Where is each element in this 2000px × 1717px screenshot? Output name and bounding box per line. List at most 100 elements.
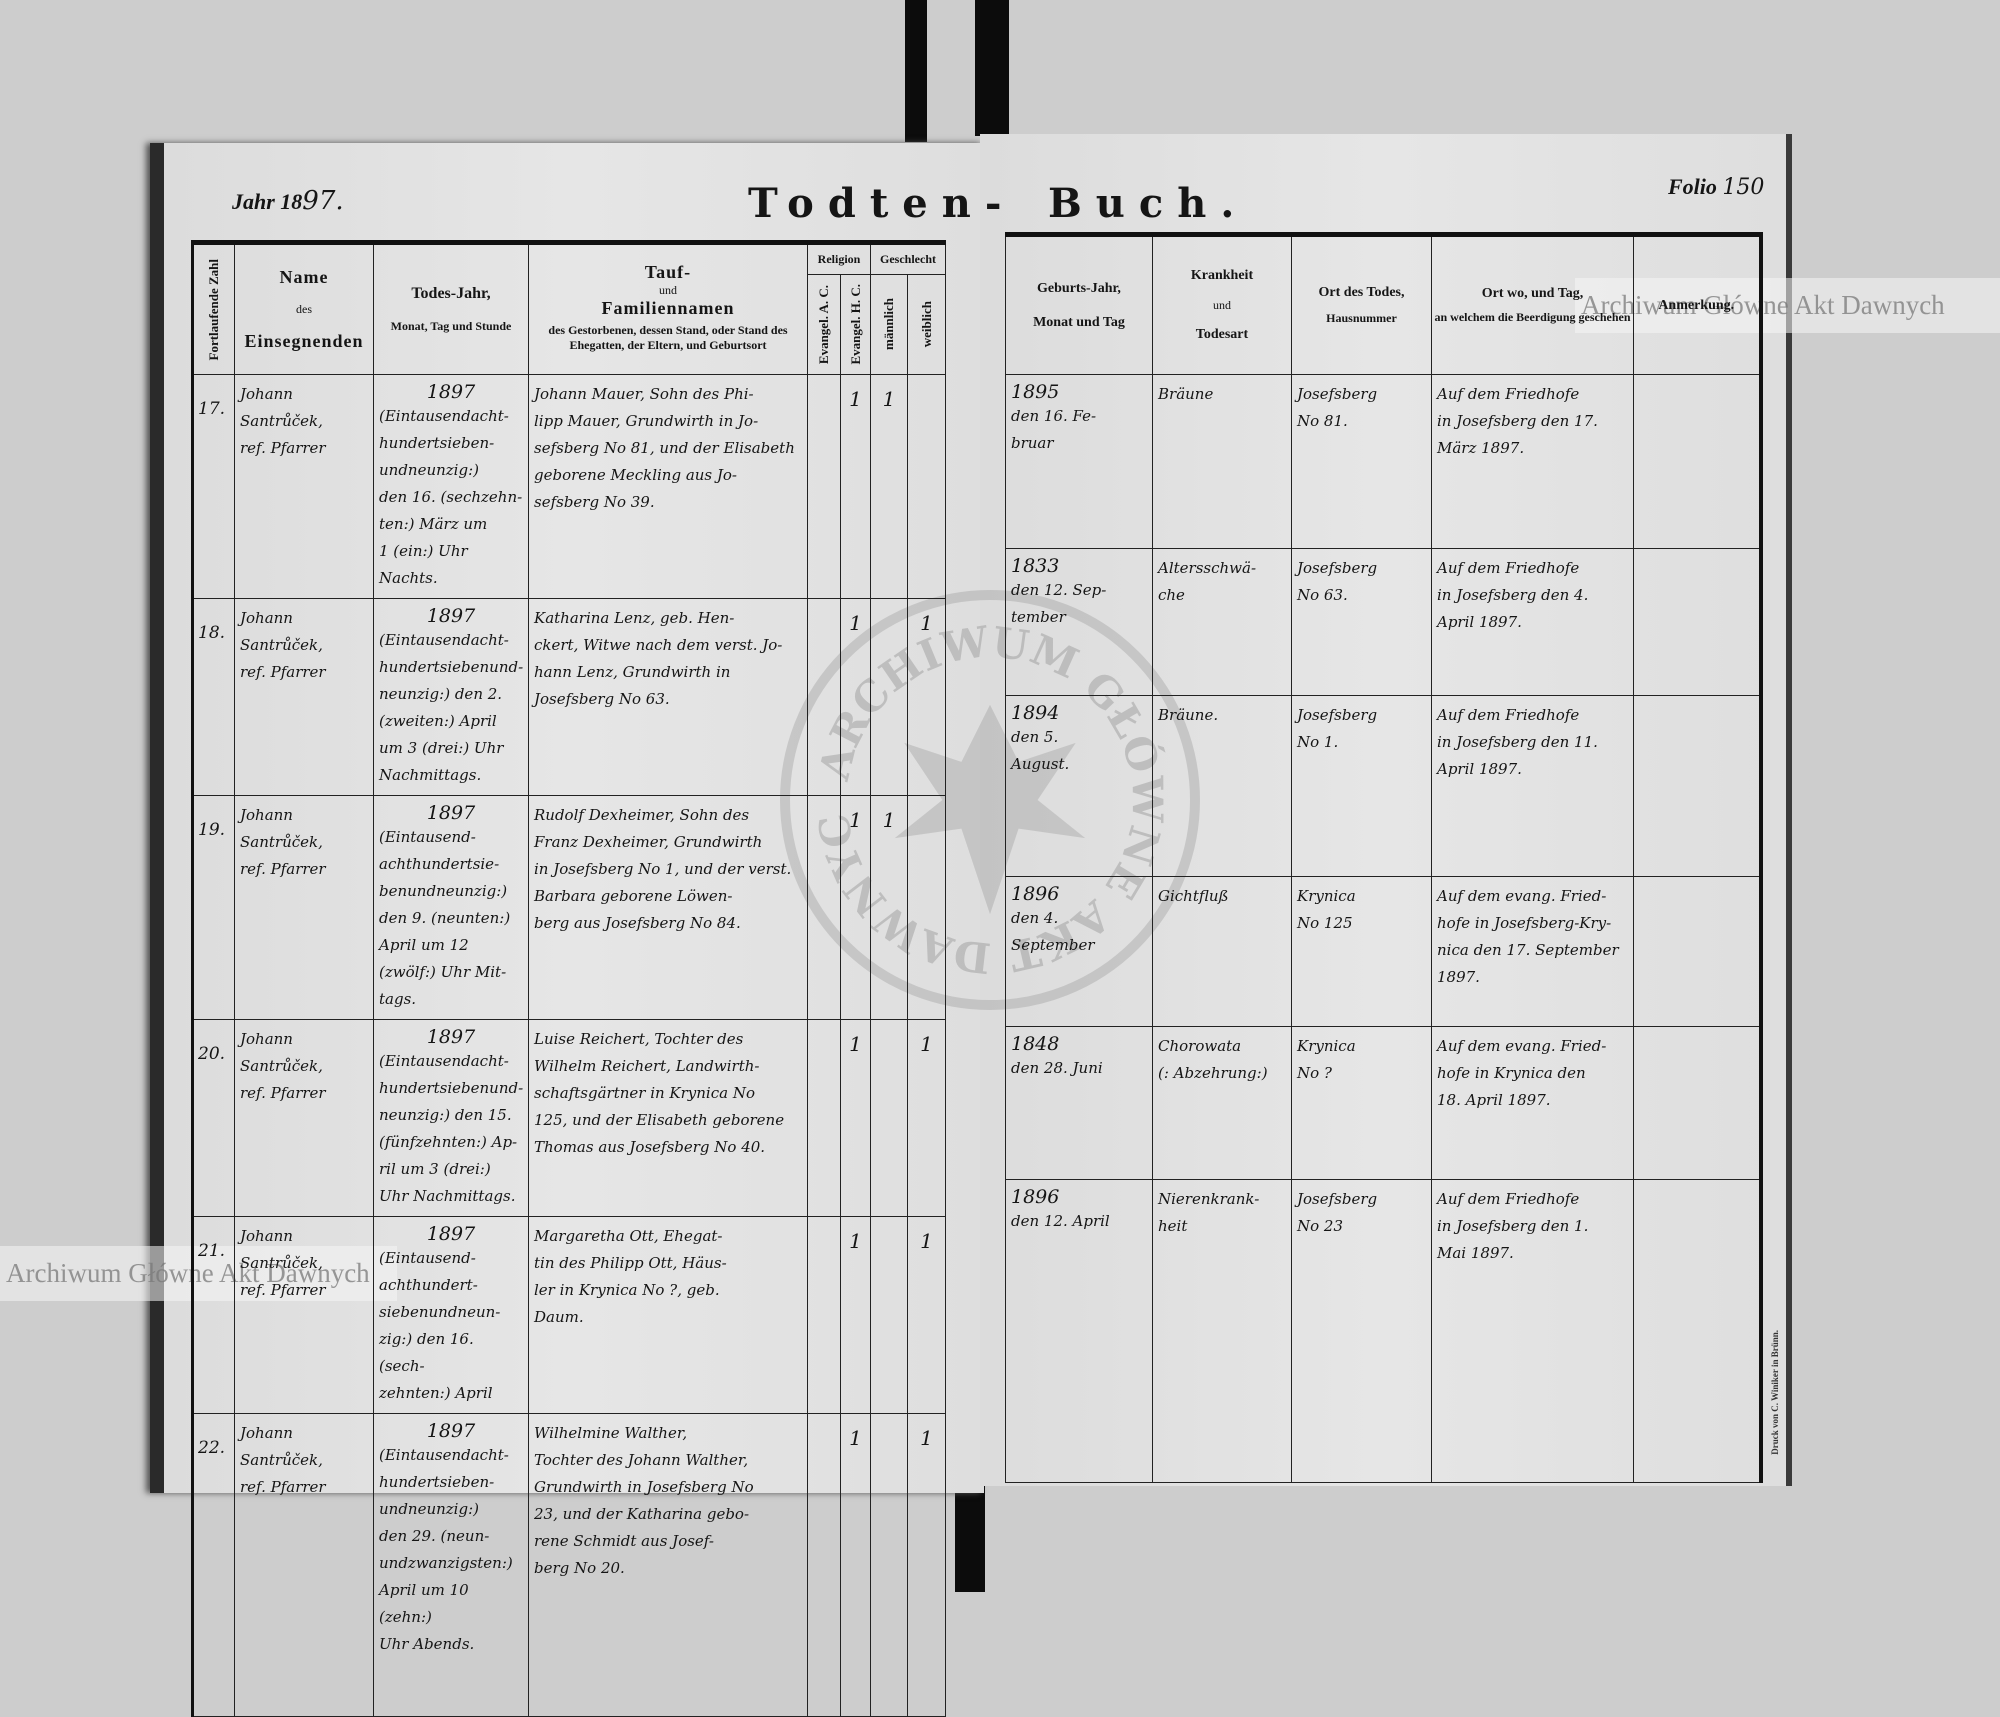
death-date-text: (Eintausend- achthundert- siebenundneun-…	[379, 1249, 501, 1402]
female-mark	[909, 376, 945, 388]
entry-illness: Altersschwä- che	[1152, 548, 1292, 696]
entry-officiant: Johann Santrůček, ref. Pfarrer	[234, 1413, 374, 1717]
entry-remark	[1633, 374, 1761, 549]
death-place-text: Krynica No 125	[1297, 887, 1356, 932]
death-year: 1897	[426, 1420, 476, 1442]
entry-religion-ac	[807, 598, 841, 796]
male-mark	[872, 600, 907, 612]
register-row: 19. Johann Santrůček, ref. Pfarrer 1897 (Ei…	[192, 795, 947, 1020]
birth-date-text: den 16. Fe- bruar	[1011, 407, 1097, 452]
entry-male: 1	[870, 795, 909, 1020]
col-illness: Krankheit und Todesart	[1152, 234, 1292, 375]
entry-female: 1	[907, 598, 947, 796]
religion-hc-mark: 1	[849, 808, 862, 832]
burial-text: Auf dem evang. Fried- hofe in Krynica de…	[1437, 1037, 1607, 1109]
entry-female	[907, 374, 947, 599]
female-mark: 1	[920, 1032, 933, 1056]
religion-hc-mark: 1	[849, 1032, 862, 1056]
entry-officiant: Johann Santrůček, ref. Pfarrer	[234, 598, 374, 796]
religion-ac-mark	[809, 1021, 840, 1033]
entry-religion-ac	[807, 1019, 841, 1217]
col-birth-date: Geburts-Jahr, Monat und Tag	[1005, 234, 1153, 375]
register-row: 1895 den 16. Fe- bruar Bräune Josefsberg No…	[1005, 374, 1761, 549]
entry-deceased-name: Wilhelmine Walther, Tochter des Johann W…	[528, 1413, 808, 1717]
entry-officiant: Johann Santrůček, ref. Pfarrer	[234, 374, 374, 599]
death-date-text: (Eintausend- achthundertsie- benundneunz…	[379, 828, 511, 1008]
book-spine-left	[905, 0, 927, 142]
entry-remark	[1633, 548, 1761, 696]
officiant-text: Johann Santrůček, ref. Pfarrer	[240, 1227, 326, 1299]
birth-year: 1896	[1011, 1186, 1060, 1208]
entry-deceased-name: Margaretha Ott, Ehegat- tin des Philipp …	[528, 1216, 808, 1414]
col-religion-ac: Evangel. A. C.	[807, 274, 841, 375]
register-title-left: Todten-	[748, 180, 1016, 227]
entry-deceased-name: Johann Mauer, Sohn des Phi- lipp Mauer, …	[528, 374, 808, 599]
register-row: 18. Johann Santrůček, ref. Pfarrer 1897 (Ei…	[192, 598, 947, 796]
entry-number-text: 22.	[198, 1438, 226, 1458]
burial-text: Auf dem Friedhofe in Josefsberg den 1. M…	[1437, 1190, 1589, 1262]
printer-imprint: Druck von C. Winiker in Brünn.	[1770, 1330, 1780, 1455]
col-number: Fortlaufende Zahl	[192, 242, 235, 375]
register-row: 1894 den 5. August. Bräune. Josefsberg No 1…	[1005, 695, 1761, 877]
year-printed: Jahr 18	[232, 189, 303, 214]
entry-birth-date: 1896 den 12. April	[1005, 1179, 1153, 1483]
death-register-right-table: Geburts-Jahr, Monat und Tag Krankheit und T…	[1005, 232, 1763, 1483]
male-mark: 1	[882, 387, 896, 411]
officiant-text: Johann Santrůček, ref. Pfarrer	[240, 1424, 326, 1496]
entry-remark	[1633, 1179, 1761, 1483]
entry-religion-hc: 1	[839, 598, 872, 796]
illness-text: Gichtfluß	[1158, 887, 1229, 905]
birth-date-text: den 12. Sep- tember	[1011, 581, 1107, 626]
remark-text	[1635, 697, 1759, 709]
entry-female: 1	[907, 1019, 947, 1217]
entry-officiant: Johann Santrůček, ref. Pfarrer	[234, 1019, 374, 1217]
deceased-name-text: Wilhelmine Walther, Tochter des Johann W…	[534, 1424, 754, 1577]
entry-religion-ac	[807, 1216, 841, 1414]
death-place-text: Josefsberg No 63.	[1297, 559, 1378, 604]
entry-number-text: 21.	[198, 1241, 226, 1261]
entry-number: 17.	[192, 374, 235, 599]
female-mark: 1	[920, 611, 933, 635]
entry-birth-date: 1833 den 12. Sep- tember	[1005, 548, 1153, 696]
officiant-text: Johann Santrůček, ref. Pfarrer	[240, 609, 326, 681]
entry-burial: Auf dem evang. Fried- hofe in Josefsberg…	[1431, 876, 1634, 1027]
entry-officiant: Johann Santrůček, ref. Pfarrer	[234, 1216, 374, 1414]
entry-burial: Auf dem Friedhofe in Josefsberg den 17. …	[1431, 374, 1634, 549]
entry-male	[870, 1216, 909, 1414]
entry-number: 18.	[192, 598, 235, 796]
entry-birth-date: 1848 den 28. Juni	[1005, 1026, 1153, 1180]
entry-deceased-name: Katharina Lenz, geb. Hen- ckert, Witwe n…	[528, 598, 808, 796]
remark-text	[1635, 376, 1759, 388]
birth-year: 1894	[1011, 702, 1060, 724]
death-year: 1897	[426, 605, 476, 627]
burial-text: Auf dem evang. Fried- hofe in Josefsberg…	[1437, 887, 1619, 986]
entry-number-text: 18.	[198, 623, 226, 643]
death-date-text: (Eintausendacht- hundertsiebenund- neunz…	[379, 631, 524, 784]
entry-male	[870, 1413, 909, 1717]
remark-header-text: Anmerkung.	[1658, 297, 1735, 313]
col-remark: Anmerkung.	[1633, 234, 1761, 375]
remark-text	[1635, 1181, 1759, 1193]
entry-burial: Auf dem Friedhofe in Josefsberg den 11. …	[1431, 695, 1634, 877]
entry-number: 21.	[192, 1216, 235, 1414]
entry-death-place: Josefsberg No 81.	[1291, 374, 1432, 549]
entry-male	[870, 1019, 909, 1217]
birth-date-text: den 28. Juni	[1011, 1059, 1103, 1077]
religion-hc-mark: 1	[849, 387, 862, 411]
entry-burial: Auf dem Friedhofe in Josefsberg den 4. A…	[1431, 548, 1634, 696]
entry-illness: Nierenkrank- heit	[1152, 1179, 1292, 1483]
illness-text: Bräune.	[1158, 706, 1219, 724]
remark-text	[1635, 1028, 1759, 1040]
male-mark	[872, 1415, 907, 1427]
col-death-date: Todes-Jahr, Monat, Tag und Stunde	[373, 242, 529, 375]
entry-number: 20.	[192, 1019, 235, 1217]
entry-deceased-name: Rudolf Dexheimer, Sohn des Franz Dexheim…	[528, 795, 808, 1020]
entry-deceased-name: Luise Reichert, Tochter des Wilhelm Reic…	[528, 1019, 808, 1217]
entry-number-text: 20.	[198, 1044, 226, 1064]
deceased-name-text: Katharina Lenz, geb. Hen- ckert, Witwe n…	[534, 609, 783, 708]
death-year: 1897	[426, 381, 476, 403]
female-mark	[909, 797, 945, 809]
death-year: 1897	[426, 1026, 476, 1048]
entry-religion-hc: 1	[839, 795, 872, 1020]
register-row: 1896 den 4. September Gichtfluß Krynica No …	[1005, 876, 1761, 1027]
